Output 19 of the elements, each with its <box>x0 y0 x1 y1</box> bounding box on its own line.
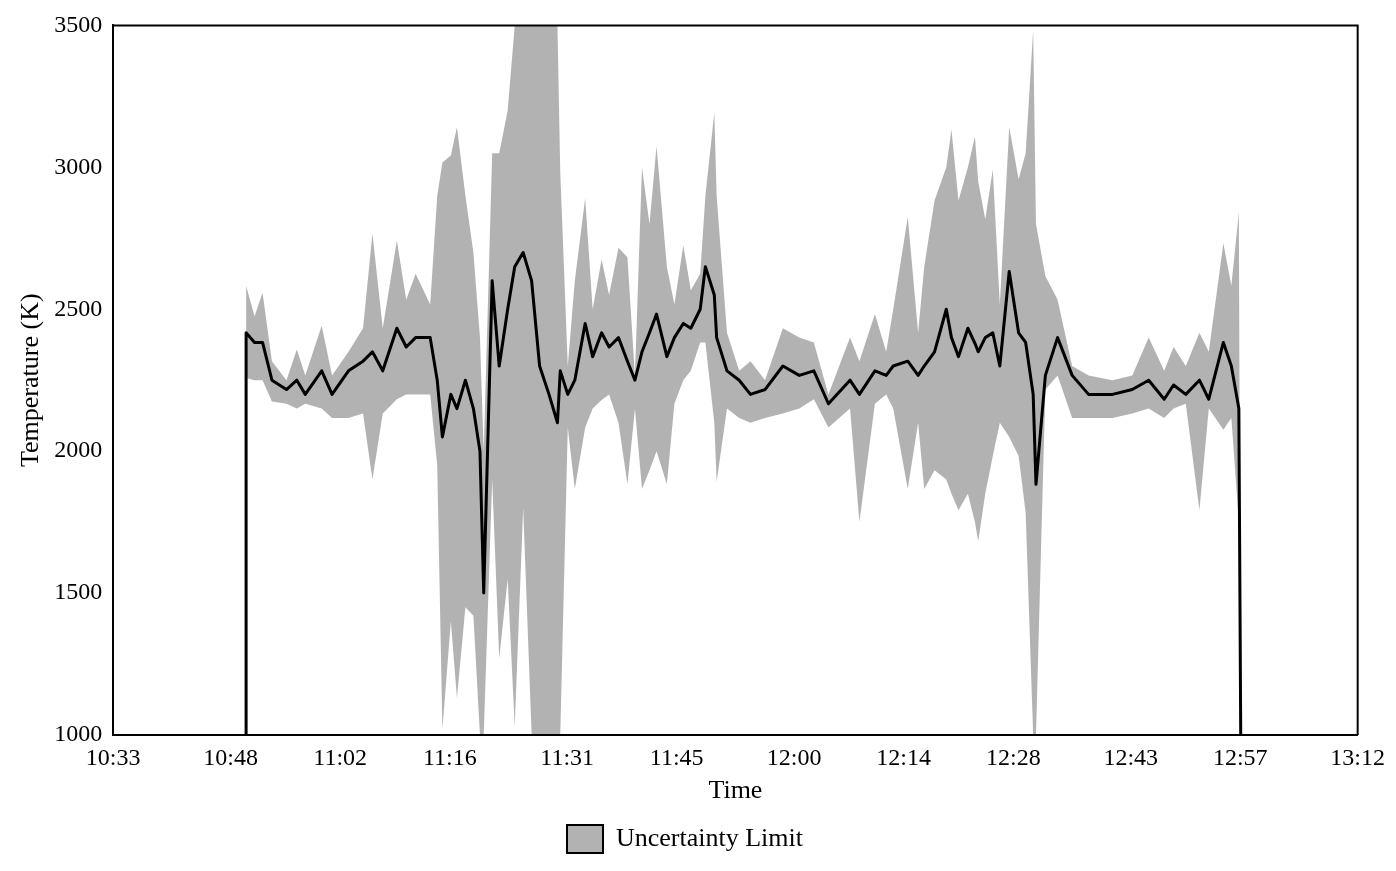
x-tick-label: 12:57 <box>1212 743 1268 770</box>
x-tick-label: 12:00 <box>766 743 822 770</box>
x-tick-label: 11:45 <box>649 743 704 770</box>
legend-label: Uncertainty Limit <box>616 822 804 852</box>
y-tick-label: 1500 <box>54 578 103 605</box>
y-tick-label: 2000 <box>54 436 103 463</box>
x-tick-label: 11:02 <box>313 743 368 770</box>
y-tick-label: 3000 <box>54 152 103 179</box>
y-tick-label: 2500 <box>54 294 103 321</box>
x-axis-title: Time <box>708 775 763 805</box>
x-tick-label: 12:28 <box>985 743 1041 770</box>
x-tick-label: 11:16 <box>422 743 477 770</box>
y-axis-title: Temperature (K) <box>15 293 45 467</box>
x-tick-label: 12:14 <box>876 743 932 770</box>
x-tick-label: 10:48 <box>203 743 258 770</box>
x-tick-label: 13:12 <box>1330 743 1385 770</box>
x-tick-label: 12:43 <box>1103 743 1159 770</box>
x-tick-label: 11:31 <box>540 743 595 770</box>
y-tick-label: 3500 <box>54 10 103 37</box>
